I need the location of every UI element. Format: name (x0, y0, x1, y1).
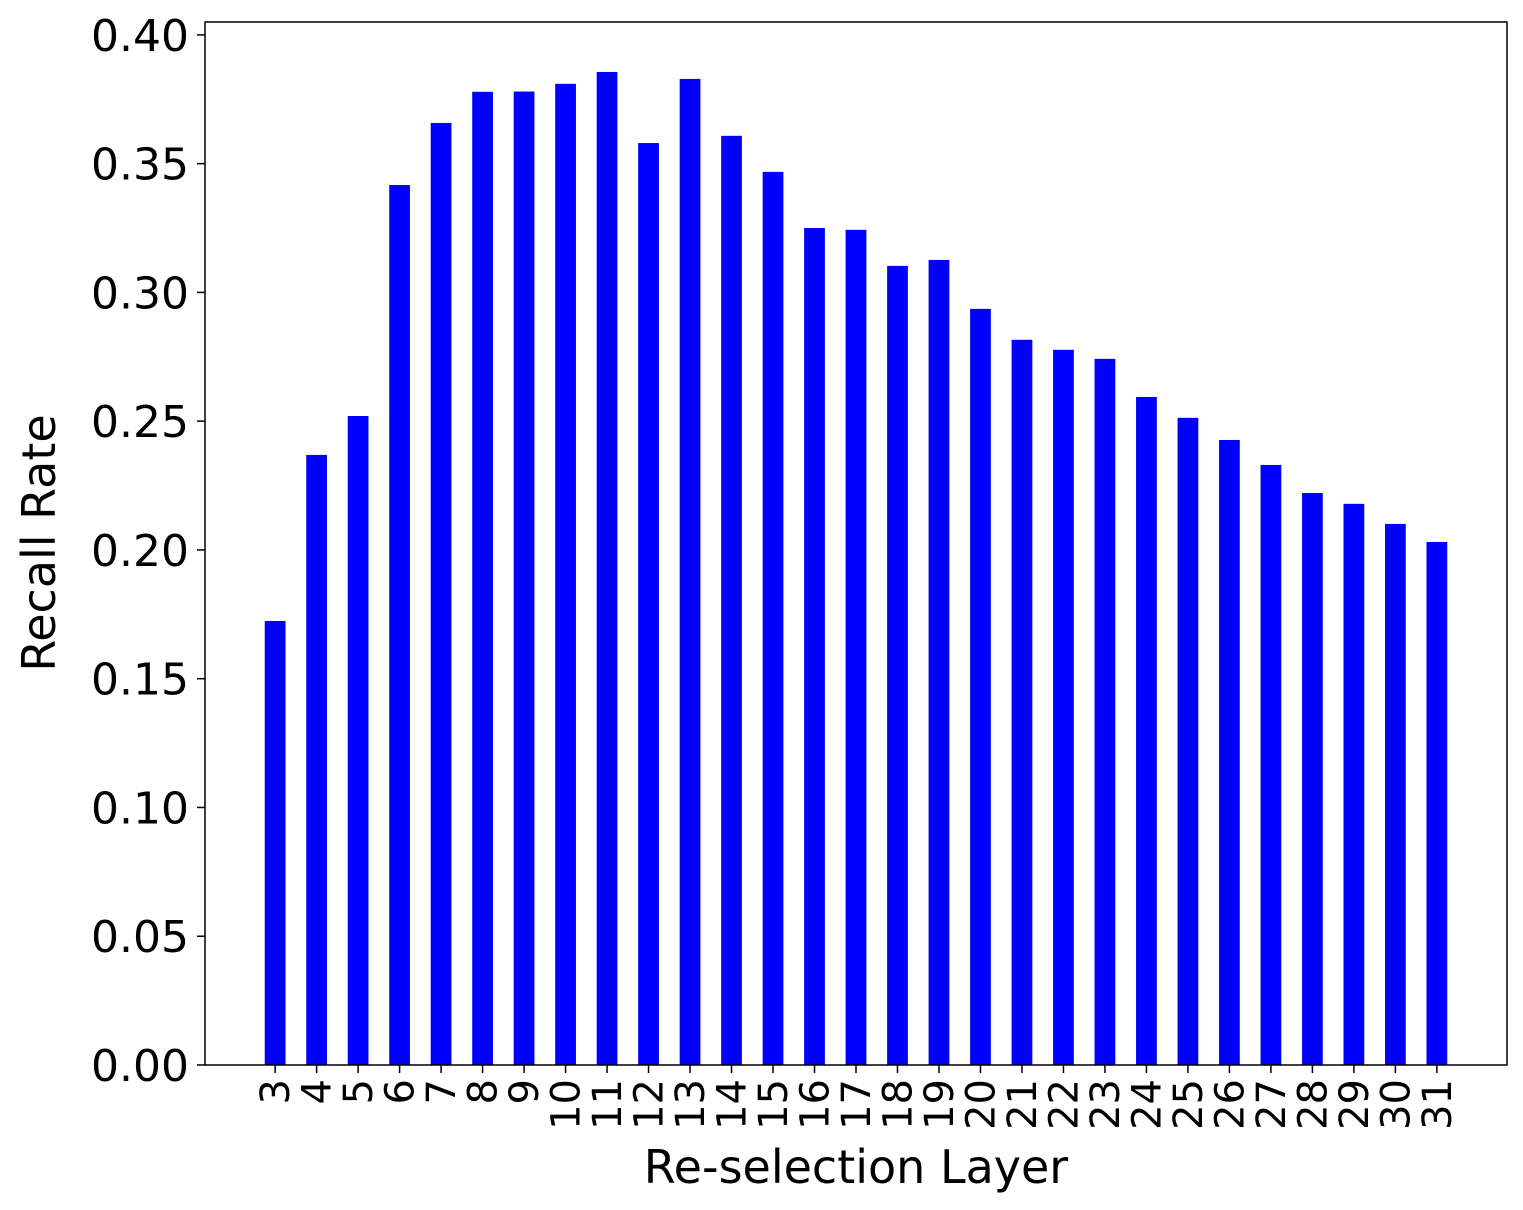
y-axis-label: Recall Rate (12, 414, 66, 671)
y-tick-label: 0.35 (91, 140, 189, 191)
y-tick-label: 0.10 (91, 783, 189, 834)
x-tick-label: 17 (834, 1079, 880, 1130)
bar (1302, 493, 1323, 1066)
x-tick-label: 3 (253, 1079, 299, 1104)
bar (638, 143, 659, 1066)
bar (1177, 417, 1199, 1065)
y-tick-label: 0.40 (91, 11, 189, 62)
bar (1385, 523, 1406, 1065)
bar (347, 416, 369, 1065)
bar (804, 228, 825, 1066)
x-tick-label: 24 (1124, 1079, 1170, 1130)
bar (845, 229, 867, 1066)
bar (555, 83, 576, 1065)
bar (1260, 464, 1282, 1065)
x-tick-label: 23 (1083, 1079, 1129, 1130)
x-tick-label: 11 (585, 1079, 631, 1130)
bar (264, 621, 286, 1065)
plot-frame (204, 21, 1508, 1066)
x-axis-label: Re-selection Layer (644, 1140, 1069, 1194)
bar (762, 171, 784, 1066)
bar (887, 265, 908, 1065)
bar (472, 91, 493, 1065)
x-tick-label: 12 (627, 1079, 673, 1130)
bar (513, 91, 535, 1066)
x-tick-label: 29 (1332, 1079, 1378, 1130)
bar (1011, 339, 1033, 1065)
x-tick-label: 28 (1290, 1079, 1336, 1130)
y-tick-label: 0.20 (91, 526, 189, 577)
x-tick-label: 15 (751, 1079, 797, 1130)
bar (721, 135, 742, 1066)
x-tick-label: 19 (917, 1079, 963, 1130)
bar (430, 122, 452, 1066)
x-tick-label: 5 (336, 1079, 382, 1104)
y-tick-label: 0.15 (91, 655, 189, 706)
bar (679, 78, 701, 1066)
x-tick-label: 9 (502, 1079, 548, 1104)
bar (306, 454, 327, 1065)
x-tick-label: 10 (544, 1079, 590, 1130)
x-tick-label: 30 (1373, 1079, 1419, 1130)
x-tick-label: 8 (461, 1079, 507, 1104)
x-tick-label: 13 (668, 1079, 714, 1130)
x-tick-label: 16 (793, 1079, 839, 1130)
y-tick-label: 0.05 (91, 912, 189, 963)
bar (1136, 396, 1157, 1065)
bar (1219, 439, 1240, 1065)
bar (1426, 541, 1448, 1065)
bar (928, 259, 950, 1066)
bar (596, 71, 618, 1065)
x-tick-label: 6 (378, 1079, 424, 1104)
x-tick-label: 20 (958, 1079, 1004, 1130)
x-tick-label: 26 (1207, 1079, 1253, 1130)
y-tick-label: 0.30 (91, 268, 189, 319)
x-tick-label: 21 (1000, 1079, 1046, 1130)
x-tick-label: 14 (710, 1079, 756, 1130)
x-tick-label: 25 (1166, 1079, 1212, 1130)
bar (1053, 349, 1074, 1065)
bar (1343, 503, 1365, 1066)
x-tick-label: 27 (1249, 1079, 1295, 1130)
y-tick-label: 0.00 (91, 1041, 189, 1092)
bar (1094, 358, 1116, 1066)
bar (970, 308, 991, 1065)
x-tick-label: 31 (1415, 1079, 1461, 1130)
x-tick-label: 4 (295, 1079, 341, 1104)
x-tick-label: 18 (875, 1079, 921, 1130)
bar (389, 185, 410, 1066)
x-tick-label: 22 (1041, 1079, 1087, 1130)
x-tick-label: 7 (419, 1079, 465, 1104)
y-tick-label: 0.25 (91, 397, 189, 448)
